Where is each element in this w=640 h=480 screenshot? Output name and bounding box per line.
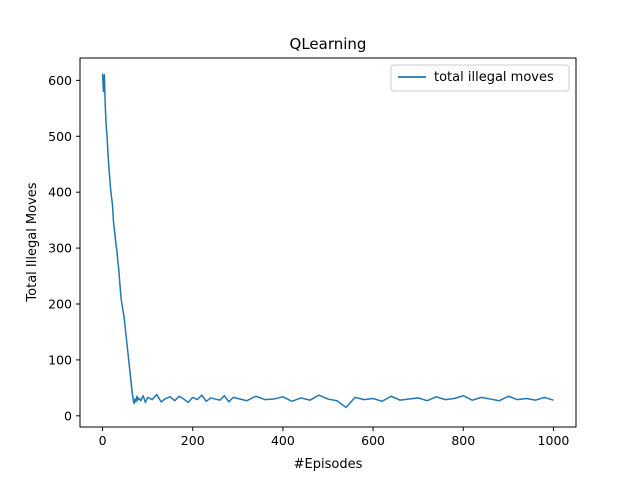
y-tick-label: 0 <box>64 408 72 423</box>
y-tick-label: 200 <box>48 297 72 312</box>
y-tick-label: 400 <box>48 185 72 200</box>
chart-title: QLearning <box>290 35 367 53</box>
x-tick-label: 600 <box>361 433 385 448</box>
x-tick-label: 800 <box>451 433 475 448</box>
x-axis: 0 200 400 600 800 1000 <box>99 427 570 448</box>
legend: total illegal moves <box>390 64 570 92</box>
x-axis-label: #Episodes <box>294 457 363 472</box>
x-tick-label: 0 <box>99 433 107 448</box>
plot-area <box>101 73 554 409</box>
y-axis: 0 100 200 300 400 500 600 <box>48 73 80 423</box>
x-tick-label: 400 <box>271 433 295 448</box>
axes-frame <box>79 57 577 428</box>
y-axis-label: Total Illegal Moves <box>25 182 40 302</box>
y-tick-label: 600 <box>48 73 72 88</box>
legend-box <box>390 64 570 92</box>
x-tick-label: 200 <box>181 433 205 448</box>
y-tick-label: 300 <box>48 241 72 256</box>
legend-label: total illegal moves <box>434 70 554 85</box>
y-tick-label: 100 <box>48 352 72 367</box>
series-line-0 <box>101 73 554 409</box>
y-tick-label: 500 <box>48 129 72 144</box>
x-tick-label: 1000 <box>538 433 570 448</box>
